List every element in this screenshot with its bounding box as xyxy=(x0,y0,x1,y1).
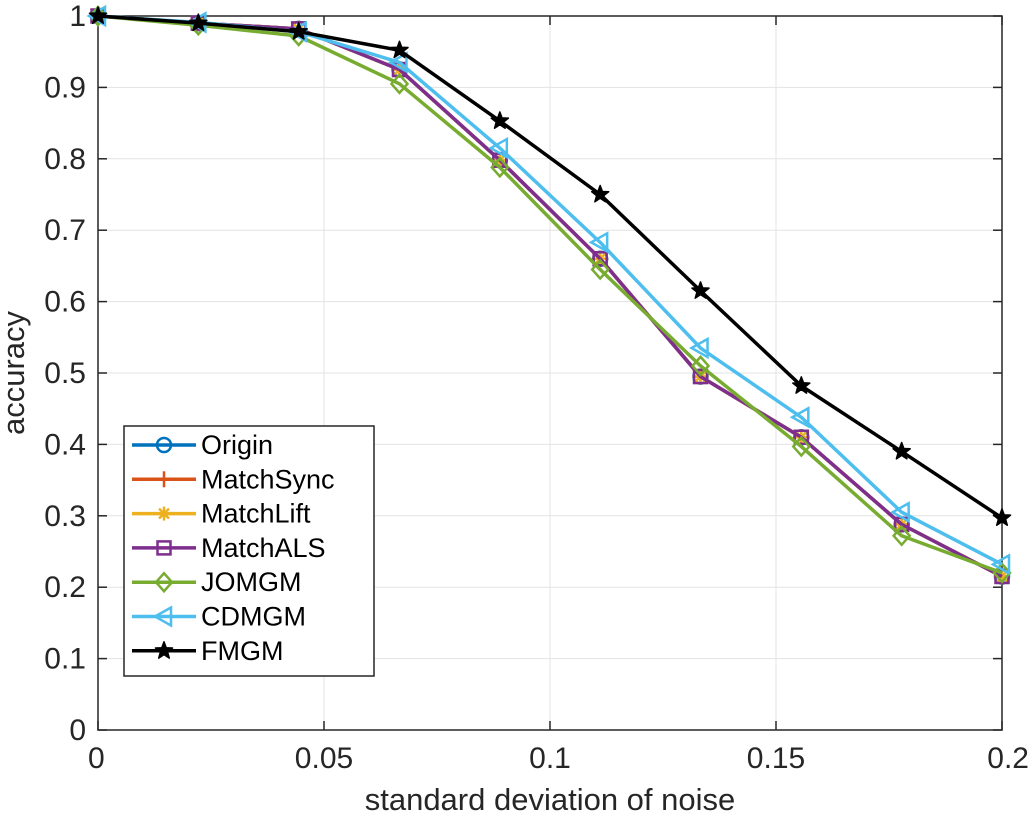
data-point-fmgm xyxy=(792,376,811,394)
data-point-fmgm xyxy=(892,441,911,460)
data-point-fmgm xyxy=(390,40,409,59)
data-point-fmgm xyxy=(590,184,610,203)
legend-item-matchlift: MatchLift xyxy=(132,499,311,529)
y-tick-label: 0 xyxy=(69,714,86,747)
series-line-fmgm xyxy=(97,14,1003,520)
data-point-jomgm xyxy=(690,354,711,377)
data-point-fmgm xyxy=(189,13,208,32)
legend-label-matchlift: MatchLift xyxy=(201,499,311,529)
legend-marker-jomgm xyxy=(154,571,174,594)
data-point-cdmgm xyxy=(488,136,509,160)
legend-marker-origin xyxy=(155,436,173,454)
legend-item-jomgm: JOMGM xyxy=(132,567,302,597)
y-tick-labels: 0 0.1 0.2 0.3 0.4 0.5 0.6 0.7 0.8 0.9 1 xyxy=(44,0,86,747)
legend-item-matchsync: MatchSync xyxy=(132,464,335,494)
y-tick-label: 0.8 xyxy=(44,143,86,176)
legend-marker-fmgm xyxy=(154,641,174,659)
y-tick-label: 0.6 xyxy=(44,286,86,319)
x-tick-labels: 0 0.05 0.1 0.15 0.2 xyxy=(88,742,1029,775)
data-point-matchals xyxy=(592,251,608,267)
y-axis-title: accuracy xyxy=(0,310,31,435)
legend-marker-matchals xyxy=(156,540,172,556)
legend-marker-matchsync xyxy=(156,471,172,488)
data-point-jomgm xyxy=(590,258,610,281)
data-point-jomgm xyxy=(891,524,912,547)
data-point-jomgm xyxy=(791,435,811,458)
legend: Origin MatchSync MatchLift MatchALS JOMGM CDM… xyxy=(123,425,375,677)
legend-item-fmgm: FMGM xyxy=(132,636,283,666)
y-tick-label: 0.4 xyxy=(44,428,86,461)
legend-label-matchals: MatchALS xyxy=(201,533,326,563)
x-tick-label: 0.1 xyxy=(529,742,571,775)
legend-marker-matchlift xyxy=(157,506,171,521)
series-group xyxy=(86,4,1012,585)
x-tick-label: 0 xyxy=(88,742,105,775)
legend-item-origin: Origin xyxy=(132,430,273,460)
legend-marker-cdmgm xyxy=(152,605,173,628)
data-point-cdmgm xyxy=(588,231,609,254)
legend-box xyxy=(123,425,375,677)
y-tick-label: 1 xyxy=(69,0,86,33)
y-tick-label: 0.9 xyxy=(44,71,86,104)
x-tick-label: 0.05 xyxy=(295,742,353,775)
y-tick-label: 0.5 xyxy=(44,357,86,390)
data-point-fmgm xyxy=(992,508,1012,526)
legend-item-matchals: MatchALS xyxy=(132,533,326,563)
legend-label-matchsync: MatchSync xyxy=(201,464,335,494)
data-point-jomgm xyxy=(490,156,510,179)
legend-label-jomgm: JOMGM xyxy=(201,567,302,597)
data-point-matchals xyxy=(692,368,709,385)
data-point-jomgm xyxy=(992,562,1012,584)
series-line-jomgm xyxy=(97,14,1003,575)
data-point-cdmgm xyxy=(789,406,810,429)
legend-label-fmgm: FMGM xyxy=(201,636,283,666)
series-jomgm xyxy=(88,5,1012,584)
data-point-fmgm xyxy=(289,21,308,40)
data-point-fmgm xyxy=(88,6,108,25)
x-tick-label: 0.2 xyxy=(987,742,1029,775)
data-point-jomgm xyxy=(389,72,410,95)
data-point-cdmgm xyxy=(387,51,408,74)
x-tick-label: 0.15 xyxy=(747,742,805,775)
y-tick-label: 0.1 xyxy=(44,643,86,676)
data-point-fmgm xyxy=(490,111,510,129)
data-point-cdmgm xyxy=(688,336,709,360)
y-tick-label: 0.2 xyxy=(44,571,86,604)
data-point-cdmgm xyxy=(890,501,910,524)
legend-item-cdmgm: CDMGM xyxy=(132,602,306,632)
legend-label-origin: Origin xyxy=(201,430,273,460)
series-fmgm xyxy=(88,6,1012,526)
data-point-fmgm xyxy=(691,281,710,299)
y-tick-label: 0.7 xyxy=(44,214,86,247)
data-point-matchals xyxy=(793,429,810,446)
legend-label-cdmgm: CDMGM xyxy=(201,602,306,632)
data-point-cdmgm xyxy=(990,553,1011,576)
y-tick-label: 0.3 xyxy=(44,500,86,533)
x-axis-title: standard deviation of noise xyxy=(365,782,736,817)
